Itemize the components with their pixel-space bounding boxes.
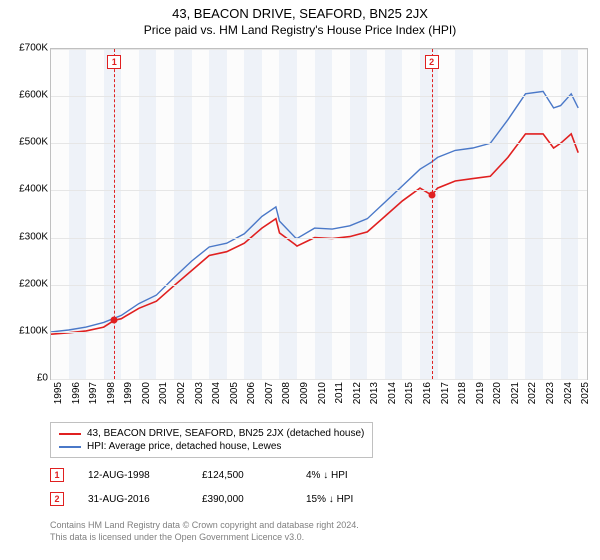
x-axis-tick-label: 1997 [88,382,99,404]
chart-title: 43, BEACON DRIVE, SEAFORD, BN25 2JX [0,0,600,21]
sale-row: 1 12-AUG-1998 £124,500 4% ↓ HPI [50,468,348,482]
x-axis-tick-label: 2003 [194,382,205,404]
sale-marker-icon: 1 [50,468,64,482]
x-axis-tick-label: 2010 [317,382,328,404]
sale-row: 2 31-AUG-2016 £390,000 15% ↓ HPI [50,492,353,506]
gridline-horizontal [51,332,587,333]
sale-date: 31-AUG-2016 [88,494,178,505]
gridline-horizontal [51,238,587,239]
y-axis-tick-label: £200K [4,278,48,289]
x-axis-tick-label: 2016 [422,382,433,404]
sale-price: £390,000 [202,494,282,505]
sale-marker-dot [428,192,435,199]
x-axis-tick-label: 2025 [580,382,591,404]
legend-label: 43, BEACON DRIVE, SEAFORD, BN25 2JX (det… [87,428,364,439]
gridline-horizontal [51,143,587,144]
sale-price: £124,500 [202,470,282,481]
x-axis-tick-label: 2006 [246,382,257,404]
y-axis-tick-label: £100K [4,325,48,336]
x-axis-tick-label: 2020 [492,382,503,404]
legend-swatch [59,433,81,435]
chart-legend: 43, BEACON DRIVE, SEAFORD, BN25 2JX (det… [50,422,373,458]
legend-label: HPI: Average price, detached house, Lewe… [87,441,281,452]
x-axis-tick-label: 2023 [545,382,556,404]
sale-delta: 15% ↓ HPI [306,494,353,505]
x-axis-tick-label: 1995 [53,382,64,404]
sale-date: 12-AUG-1998 [88,470,178,481]
y-axis-tick-label: £0 [4,373,48,384]
x-axis-tick-label: 2008 [281,382,292,404]
x-axis-tick-label: 2015 [404,382,415,404]
y-axis-tick-label: £400K [4,184,48,195]
legend-swatch [59,446,81,448]
x-axis-tick-label: 2001 [158,382,169,404]
y-axis-tick-label: £700K [4,43,48,54]
x-axis-tick-label: 2007 [264,382,275,404]
x-axis-tick-label: 2000 [141,382,152,404]
footnote-line: Contains HM Land Registry data © Crown c… [50,520,359,532]
sale-marker-vline [114,49,115,379]
x-axis-tick-label: 2002 [176,382,187,404]
chart-container: 43, BEACON DRIVE, SEAFORD, BN25 2JX Pric… [0,0,600,560]
sale-marker-box: 1 [107,55,121,69]
series-line [51,134,578,334]
chart-subtitle: Price paid vs. HM Land Registry's House … [0,21,600,37]
legend-item: 43, BEACON DRIVE, SEAFORD, BN25 2JX (det… [59,427,364,440]
x-axis-tick-label: 2018 [457,382,468,404]
y-axis-tick-label: £500K [4,137,48,148]
footnote-line: This data is licensed under the Open Gov… [50,532,359,544]
x-axis-tick-label: 2024 [563,382,574,404]
y-axis-tick-label: £600K [4,90,48,101]
gridline-horizontal [51,285,587,286]
chart-plot-area: 12 [50,48,588,380]
footnote: Contains HM Land Registry data © Crown c… [50,520,359,543]
x-axis-tick-label: 2011 [334,382,345,404]
gridline-horizontal [51,190,587,191]
x-axis-tick-label: 2004 [211,382,222,404]
chart-lines-svg [51,49,587,379]
sale-marker-vline [432,49,433,379]
x-axis-tick-label: 1996 [71,382,82,404]
legend-item: HPI: Average price, detached house, Lewe… [59,440,364,453]
sale-marker-box: 2 [425,55,439,69]
x-axis-tick-label: 2012 [352,382,363,404]
gridline-horizontal [51,379,587,380]
gridline-horizontal [51,49,587,50]
y-axis-tick-label: £300K [4,231,48,242]
x-axis-tick-label: 2022 [527,382,538,404]
x-axis-tick-label: 2017 [440,382,451,404]
x-axis-tick-label: 2005 [229,382,240,404]
sale-marker-icon: 2 [50,492,64,506]
gridline-horizontal [51,96,587,97]
series-line [51,91,578,332]
x-axis-tick-label: 2014 [387,382,398,404]
x-axis-tick-label: 2021 [510,382,521,404]
sale-marker-dot [111,317,118,324]
x-axis-tick-label: 2019 [475,382,486,404]
x-axis-tick-label: 2013 [369,382,380,404]
x-axis-tick-label: 2009 [299,382,310,404]
x-axis-tick-label: 1998 [106,382,117,404]
sale-delta: 4% ↓ HPI [306,470,348,481]
x-axis-tick-label: 1999 [123,382,134,404]
